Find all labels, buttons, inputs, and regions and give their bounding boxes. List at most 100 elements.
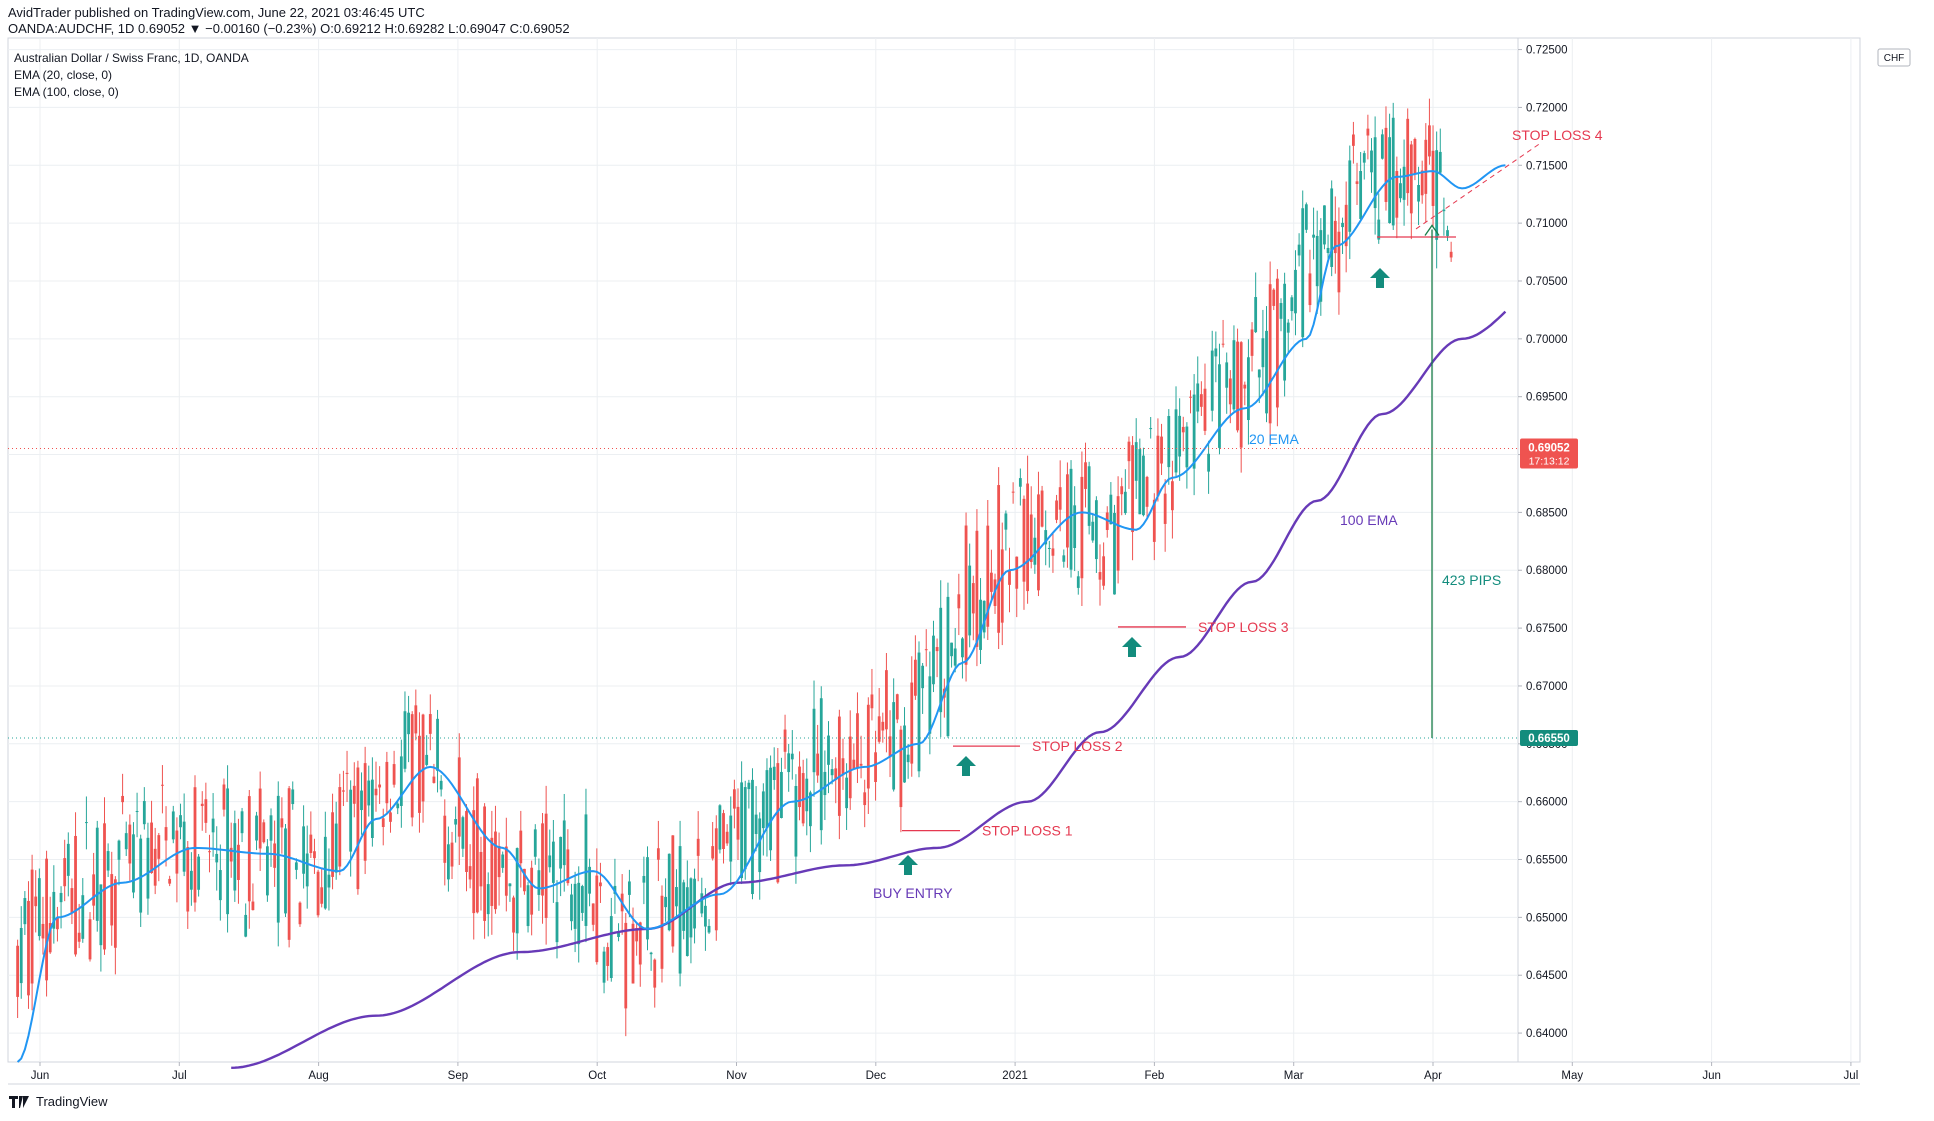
candle-body — [1283, 283, 1287, 381]
candle-body — [982, 600, 986, 633]
candle-body — [92, 874, 96, 906]
currency-text: CHF — [1884, 53, 1905, 64]
candle-body — [1066, 474, 1069, 548]
x-tick-label: Aug — [308, 1070, 328, 1082]
candle-body — [530, 867, 534, 915]
level-badge-box — [1520, 730, 1578, 747]
candle-body — [273, 843, 277, 868]
candle — [1319, 218, 1323, 316]
candle-body — [1228, 378, 1232, 405]
candle — [588, 858, 591, 907]
candle — [1091, 513, 1095, 543]
candle — [197, 853, 201, 897]
candle — [667, 853, 671, 932]
candle — [186, 841, 190, 929]
candle — [327, 848, 331, 911]
candle — [776, 748, 780, 884]
price-axis[interactable] — [1517, 37, 1861, 1063]
candle — [81, 878, 85, 943]
candle — [1428, 98, 1431, 165]
candle-body — [161, 784, 164, 786]
candle — [146, 822, 150, 915]
candle — [461, 815, 465, 858]
candle — [244, 903, 248, 938]
x-tick-label: 2021 — [1002, 1070, 1028, 1082]
candle — [447, 826, 450, 892]
candle-body — [584, 814, 588, 926]
candle-body — [121, 795, 124, 803]
candle-body — [262, 822, 266, 843]
candle-body — [37, 878, 41, 937]
candle — [472, 786, 476, 940]
candle — [150, 800, 153, 874]
candle — [1102, 542, 1106, 590]
candle — [1402, 139, 1406, 226]
candle — [504, 817, 508, 912]
candle — [979, 578, 982, 664]
candle — [1438, 128, 1442, 175]
candle-body — [1018, 478, 1022, 487]
candle — [56, 906, 59, 942]
x-tick-label: Apr — [1424, 1070, 1442, 1082]
candle-body — [1446, 230, 1449, 236]
candle — [899, 725, 903, 833]
candle-body — [313, 851, 316, 859]
candle — [740, 761, 744, 885]
candle-body — [1084, 462, 1087, 489]
candle — [924, 629, 928, 667]
candle-body — [139, 838, 143, 913]
candle — [1196, 356, 1200, 424]
candle — [110, 851, 114, 946]
candle-body — [200, 803, 204, 807]
candle — [1417, 166, 1420, 226]
candle-body — [302, 826, 305, 874]
candle-body — [758, 818, 762, 873]
footer-brand[interactable]: TradingView — [8, 1094, 108, 1109]
candle — [407, 695, 410, 763]
tradingview-logo-icon — [9, 1095, 29, 1108]
candle-body — [389, 812, 392, 822]
candle-body — [305, 853, 309, 887]
candle-body — [1080, 476, 1084, 579]
candle-body — [606, 947, 610, 966]
candle — [132, 822, 135, 899]
plot-area[interactable] — [7, 37, 1519, 1063]
candle-body — [85, 822, 88, 824]
candle — [1373, 116, 1377, 235]
candle-body — [439, 780, 443, 790]
candle — [747, 779, 751, 809]
candle-body — [519, 830, 523, 864]
currency-badge[interactable]: CHF — [1877, 48, 1911, 67]
candle — [1178, 398, 1182, 481]
candle — [396, 800, 400, 815]
candle-body — [1380, 134, 1384, 159]
candle — [1435, 131, 1439, 269]
candle — [1380, 129, 1384, 160]
candle — [714, 815, 718, 941]
candle — [1355, 162, 1359, 205]
candle-body — [432, 776, 436, 783]
candle-body — [834, 768, 838, 781]
candle — [182, 793, 186, 877]
candle — [1008, 547, 1011, 613]
candle — [903, 707, 906, 783]
candle-body — [1449, 251, 1453, 258]
legend: Australian Dollar / Swiss Franc, 1D, OAN… — [14, 51, 249, 99]
candle — [660, 885, 664, 983]
candle-body — [812, 708, 816, 773]
candle-body — [316, 871, 320, 916]
candle-body — [718, 805, 722, 850]
candle — [454, 806, 458, 843]
symbol-name[interactable]: OANDA:AUDCHF, 1D — [8, 21, 135, 36]
candle — [1272, 288, 1276, 311]
candle — [678, 820, 682, 987]
candle-body — [370, 779, 374, 838]
candle-body — [646, 857, 649, 940]
price-badge-box — [1520, 438, 1578, 469]
candle-body — [809, 792, 812, 827]
candle-body — [1189, 396, 1192, 398]
level-badge[interactable]: 0.66550 — [1520, 730, 1578, 747]
high-label: H: — [384, 21, 398, 36]
